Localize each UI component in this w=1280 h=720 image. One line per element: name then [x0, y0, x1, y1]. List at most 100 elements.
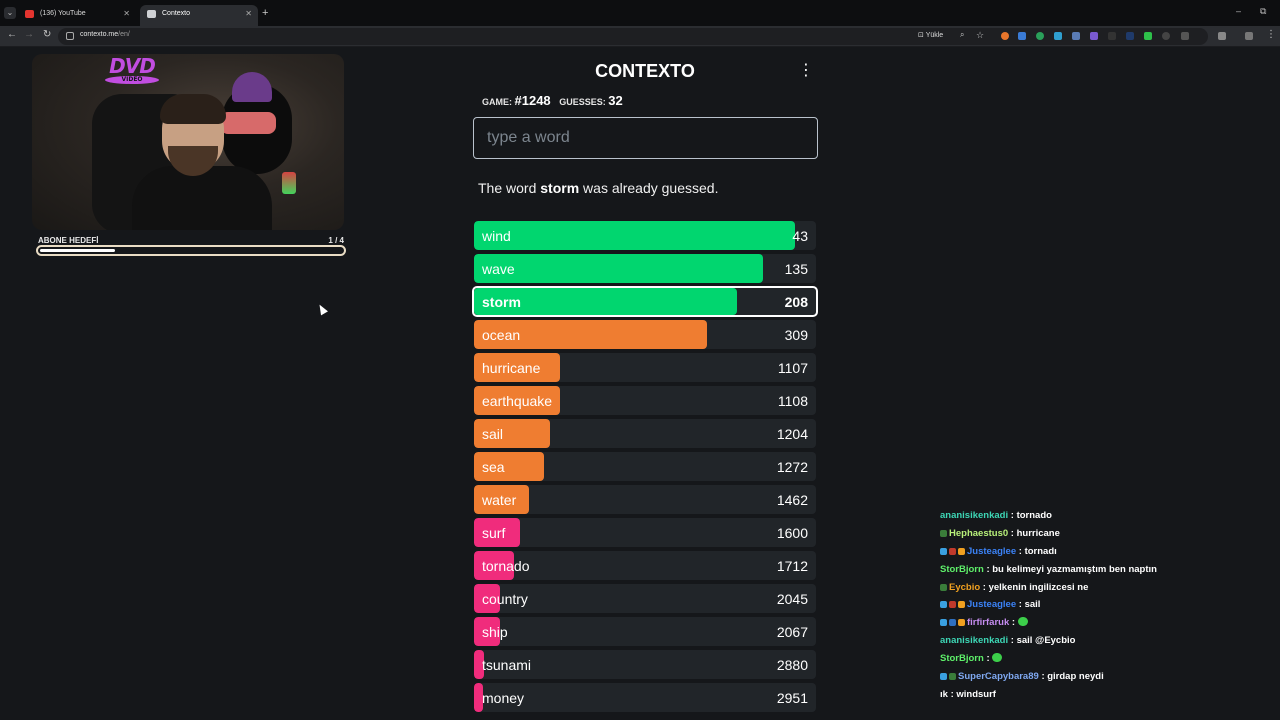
chat-message: StorBjorn : bu kelimeyi yazmamıştım ben … — [940, 564, 1270, 582]
browser-toolbar: ← → ↻ contexto.me/en/ ⊡ Yükle ⌕ ☆ ⋮ — [0, 26, 1280, 47]
chat-emote-icon — [1017, 617, 1028, 627]
reload-icon[interactable]: ↻ — [43, 29, 52, 40]
guess-word: money — [482, 690, 525, 706]
chat-emote-icon — [992, 653, 1003, 663]
chat-username[interactable]: Eycbio — [949, 581, 981, 593]
extension-icon[interactable] — [1001, 32, 1009, 40]
chat-message: StorBjorn : — [940, 653, 1270, 671]
browser-menu-icon[interactable]: ⋮ — [1266, 29, 1276, 40]
extension-icon[interactable] — [1162, 32, 1170, 40]
site-info-icon[interactable] — [66, 32, 74, 40]
close-tab-icon[interactable]: ✕ — [245, 9, 252, 18]
zoom-icon[interactable]: ⌕ — [960, 30, 965, 39]
chat-username[interactable]: Justeaglee — [967, 599, 1017, 611]
plush-mohawk — [232, 72, 272, 102]
tab-contexto[interactable]: Contexto ✕ — [140, 5, 258, 26]
extension-icon[interactable] — [1036, 32, 1044, 40]
extension-icon[interactable] — [1181, 32, 1189, 40]
forward-arrow-icon[interactable]: → — [24, 29, 34, 40]
chat-username[interactable]: SuperCapybara89 — [958, 671, 1039, 683]
chat-message: Justeaglee : sail — [940, 599, 1270, 617]
game-label: GAME: — [482, 97, 512, 107]
chat-text: : — [1011, 617, 1016, 629]
guess-word: earthquake — [482, 393, 553, 409]
chat-badge-icon — [949, 619, 956, 627]
chat-badge-icon — [940, 673, 947, 681]
chat-badge-icon — [958, 601, 965, 609]
guess-word: storm — [482, 294, 521, 310]
chat-username[interactable]: StorBjorn — [940, 563, 984, 575]
more-vertical-icon[interactable]: ⋮ — [798, 62, 814, 79]
chat-username[interactable]: ananisikenkadi — [940, 635, 1009, 647]
guess-word: sea — [482, 459, 505, 475]
extension-icon[interactable] — [1108, 32, 1116, 40]
install-app-button[interactable]: ⊡ Yükle — [918, 32, 944, 39]
tab-title: (136) YouTube — [40, 10, 86, 17]
guess-row: earthquake 1108 — [474, 386, 816, 415]
guess-distance: 1107 — [777, 360, 808, 376]
extensions-puzzle-icon[interactable] — [1218, 32, 1226, 40]
guess-row: sail 1204 — [474, 419, 816, 448]
new-tab-button[interactable]: + — [262, 7, 269, 19]
url-text[interactable]: contexto.me/en/ — [80, 31, 130, 38]
chat-username[interactable]: Justeaglee — [967, 545, 1017, 557]
similarity-bar — [474, 551, 514, 580]
word-input[interactable] — [473, 117, 818, 159]
guess-distance: 43 — [792, 228, 808, 244]
restore-button[interactable]: ⧉ — [1260, 6, 1267, 16]
address-bar[interactable]: contexto.me/en/ ⊡ Yükle ⌕ ☆ — [58, 28, 1208, 45]
streamer-hair — [160, 94, 226, 124]
extension-icon[interactable] — [1090, 32, 1098, 40]
chat-text: : windsurf — [950, 688, 996, 700]
extension-icon[interactable] — [1144, 32, 1152, 40]
guess-row: money 2951 — [474, 683, 816, 712]
guess-row: wind 43 — [474, 221, 816, 250]
guess-row: tornado 1712 — [474, 551, 816, 580]
similarity-bar — [474, 518, 521, 547]
bookmark-star-icon[interactable]: ☆ — [976, 30, 985, 40]
chat-text: : — [986, 653, 990, 665]
chat-text: : bu kelimeyi yazmamıştım ben naptın — [986, 563, 1157, 575]
profile-icon[interactable] — [1245, 32, 1253, 40]
guess-row: wave 135 — [474, 254, 816, 283]
guess-word: ocean — [482, 327, 521, 343]
similarity-bar — [474, 650, 484, 679]
guess-message: The word storm was already guessed. — [478, 180, 719, 196]
minimize-button[interactable]: – — [1236, 6, 1242, 16]
game-info: GAME: #1248 GUESSES: 32 — [482, 93, 629, 108]
chat-username[interactable]: Hephaestus0 — [949, 527, 1009, 539]
chat-username[interactable]: ık — [940, 688, 948, 700]
extension-icon[interactable] — [1126, 32, 1134, 40]
close-tab-icon[interactable]: ✕ — [123, 9, 130, 18]
chat-username[interactable]: ananisikenkadi — [940, 510, 1009, 521]
tab-search-button[interactable]: ⌄ — [4, 7, 16, 19]
guess-word: tornado — [482, 558, 530, 574]
guess-row: sea 1272 — [474, 452, 816, 481]
extension-icon[interactable] — [1072, 32, 1080, 40]
similarity-bar — [474, 617, 500, 646]
chat-username[interactable]: firfirfaruk — [967, 617, 1010, 629]
chat-message: ık : windsurf — [940, 689, 1270, 707]
chat-badge-icon — [940, 619, 947, 627]
guess-word: water — [482, 492, 517, 508]
guess-distance: 208 — [784, 294, 808, 310]
guess-distance: 1204 — [776, 426, 808, 442]
extension-icon[interactable] — [1054, 32, 1062, 40]
chat-text: : sail — [1018, 599, 1041, 611]
guess-distance: 1600 — [776, 525, 808, 541]
guess-distance: 1108 — [777, 393, 808, 409]
tab-youtube[interactable]: (136) YouTube ✕ — [18, 5, 136, 26]
chat-text: : hurricane — [1010, 527, 1060, 539]
extension-icon[interactable] — [1018, 32, 1026, 40]
chat-message: ananisikenkadi : sail @Eycbio — [940, 635, 1270, 653]
guess-word: hurricane — [482, 360, 541, 376]
guess-row: surf 1600 — [474, 518, 816, 547]
back-arrow-icon[interactable]: ← — [7, 29, 17, 40]
chat-message: firfirfaruk : — [940, 617, 1270, 635]
guess-word: surf — [482, 525, 506, 541]
chat-badge-icon — [949, 673, 956, 681]
chat-username[interactable]: StorBjorn — [940, 653, 984, 665]
similarity-bar — [474, 419, 550, 448]
guess-row: country 2045 — [474, 584, 816, 613]
chat-badge-icon — [949, 601, 956, 609]
